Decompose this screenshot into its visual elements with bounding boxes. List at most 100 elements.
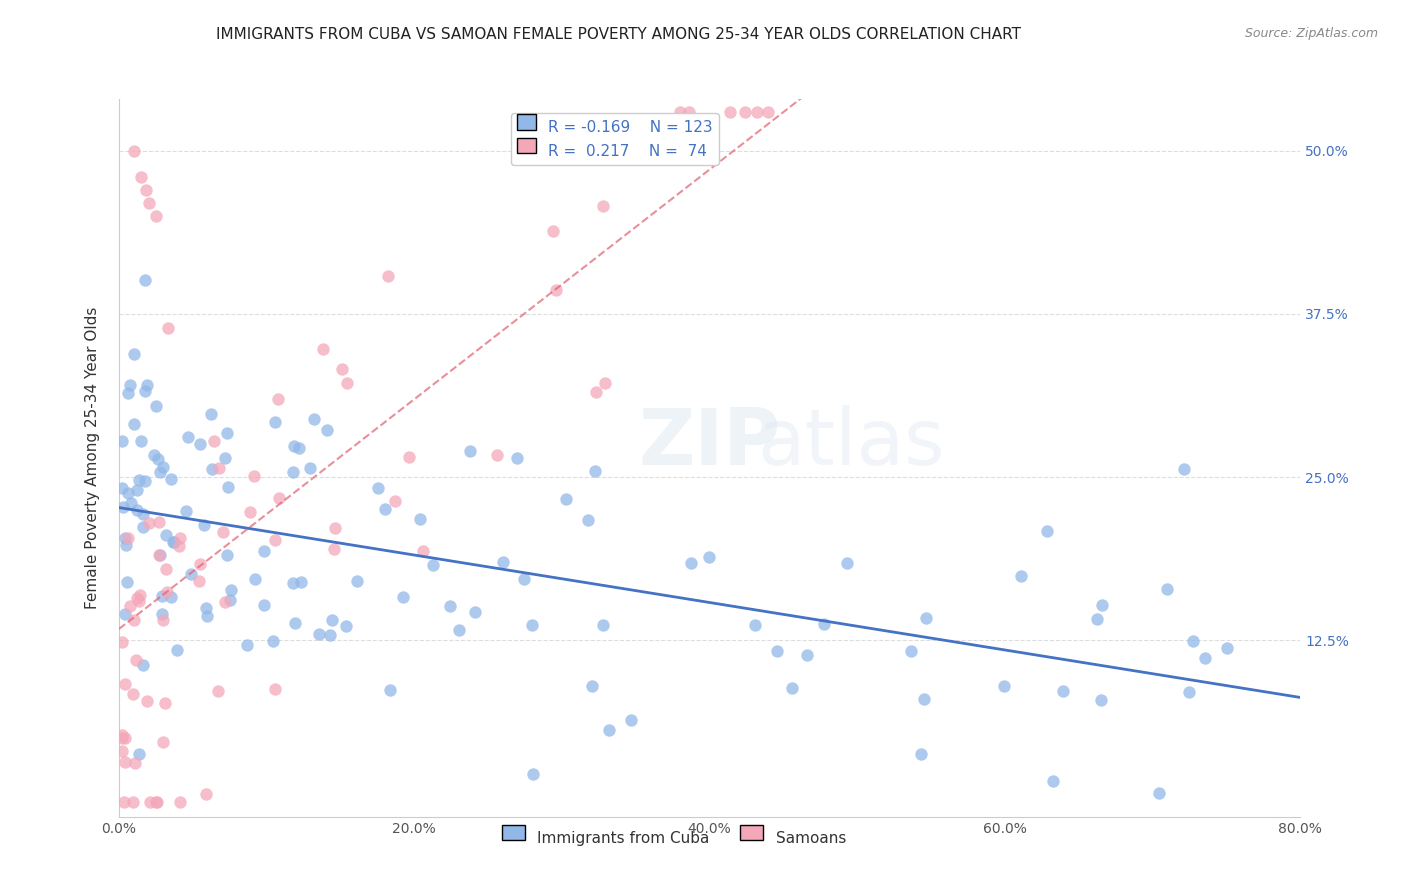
Text: IMMIGRANTS FROM CUBA VS SAMOAN FEMALE POVERTY AMONG 25-34 YEAR OLDS CORRELATION : IMMIGRANTS FROM CUBA VS SAMOAN FEMALE PO…	[217, 27, 1021, 42]
Point	[117, 386, 139, 401]
Point	[284, 616, 307, 631]
Point	[160, 590, 183, 604]
Point	[245, 573, 267, 587]
Point	[239, 505, 262, 519]
Point	[330, 362, 353, 376]
Point	[138, 196, 160, 211]
Text: Source: ZipAtlas.com: Source: ZipAtlas.com	[1244, 27, 1378, 40]
Point	[1052, 684, 1074, 698]
Point	[835, 556, 858, 570]
Point	[114, 677, 136, 691]
Point	[125, 503, 148, 517]
Point	[148, 548, 170, 562]
Point	[162, 534, 184, 549]
Point	[910, 747, 932, 762]
Point	[187, 574, 209, 589]
Point	[111, 434, 134, 448]
Point	[264, 533, 287, 547]
Point	[180, 567, 202, 582]
Point	[412, 543, 434, 558]
Point	[253, 544, 276, 558]
Point	[914, 611, 936, 625]
Point	[145, 209, 167, 223]
Point	[302, 412, 325, 426]
Point	[188, 436, 211, 450]
Point	[163, 534, 186, 549]
Point	[111, 731, 134, 745]
Point	[585, 384, 607, 399]
Point	[122, 417, 145, 432]
Point	[766, 643, 789, 657]
Point	[117, 532, 139, 546]
Point	[128, 473, 150, 487]
Point	[264, 681, 287, 696]
Point	[620, 713, 643, 727]
Point	[214, 595, 236, 609]
Point	[157, 320, 180, 334]
Y-axis label: Female Poverty Among 25-34 Year Olds: Female Poverty Among 25-34 Year Olds	[86, 307, 100, 608]
Point	[243, 469, 266, 483]
Point	[122, 687, 145, 701]
Point	[212, 525, 235, 540]
Point	[132, 520, 155, 534]
Point	[380, 682, 402, 697]
Point	[290, 574, 312, 589]
Point	[145, 795, 167, 809]
Point	[120, 496, 142, 510]
Point	[1091, 598, 1114, 612]
Point	[316, 423, 339, 437]
Point	[522, 767, 544, 781]
Point	[253, 598, 276, 612]
Point	[391, 590, 413, 604]
Point	[115, 538, 138, 552]
Point	[136, 694, 159, 708]
Point	[146, 451, 169, 466]
Point	[155, 562, 177, 576]
Point	[188, 557, 211, 571]
Point	[208, 461, 231, 475]
Point	[513, 573, 536, 587]
Point	[207, 684, 229, 698]
Point	[125, 483, 148, 498]
Point	[218, 593, 240, 607]
Point	[267, 491, 290, 506]
Point	[111, 635, 134, 649]
Point	[678, 104, 700, 119]
Point	[669, 104, 692, 119]
Point	[1042, 773, 1064, 788]
Point	[374, 502, 396, 516]
Point	[150, 590, 173, 604]
Point	[214, 451, 236, 466]
Point	[744, 618, 766, 632]
Point	[115, 575, 138, 590]
Point	[169, 531, 191, 545]
Point	[114, 731, 136, 746]
Point	[398, 450, 420, 465]
Point	[409, 512, 432, 526]
Point	[132, 658, 155, 673]
Point	[135, 183, 157, 197]
Point	[267, 392, 290, 407]
Point	[215, 549, 238, 563]
Point	[1178, 685, 1201, 699]
Point	[145, 399, 167, 413]
Point	[146, 795, 169, 809]
Point	[128, 594, 150, 608]
Point	[114, 531, 136, 545]
Point	[262, 634, 284, 648]
Point	[900, 644, 922, 658]
Point	[422, 558, 444, 572]
Point	[263, 415, 285, 429]
Point	[439, 599, 461, 613]
Point	[148, 516, 170, 530]
Point	[335, 619, 357, 633]
Point	[576, 513, 599, 527]
Point	[541, 224, 564, 238]
Point	[813, 616, 835, 631]
Point	[217, 481, 239, 495]
Point	[583, 464, 606, 478]
Point	[1194, 651, 1216, 665]
Point	[128, 747, 150, 761]
Point	[215, 426, 238, 441]
Point	[520, 617, 543, 632]
